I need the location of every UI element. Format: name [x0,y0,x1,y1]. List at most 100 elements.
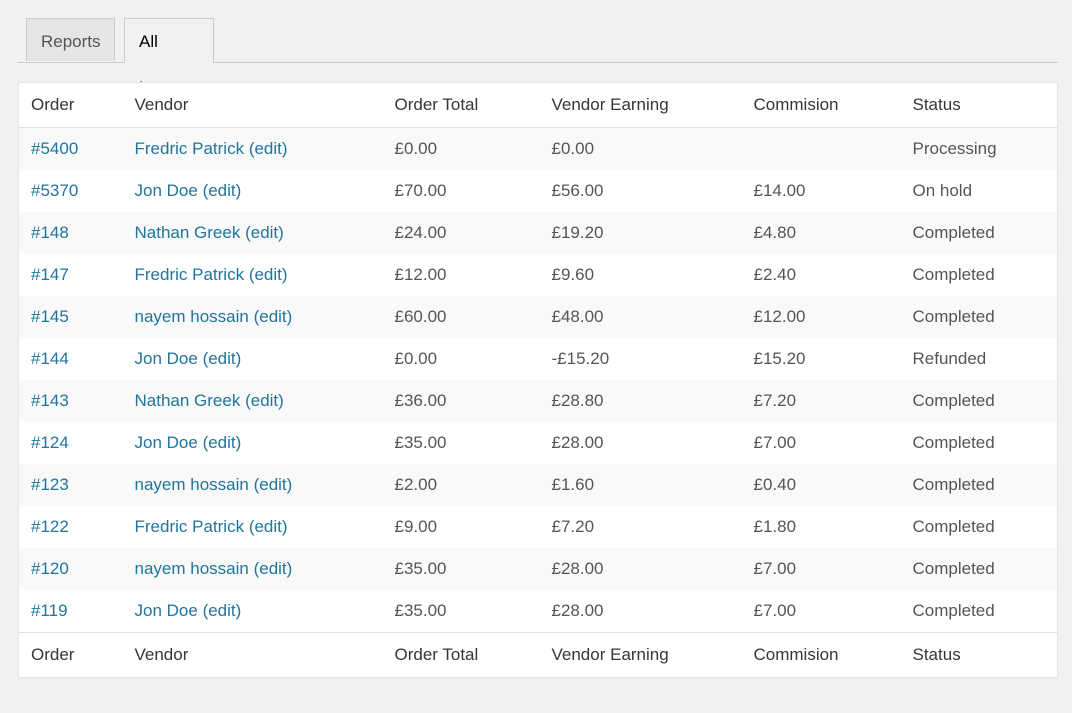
order-link[interactable]: #123 [31,475,69,494]
col-status: Status [900,632,1058,678]
edit-vendor-link[interactable]: (edit) [248,139,288,158]
vendor-link[interactable]: Fredric Patrick [134,139,245,158]
order-link[interactable]: #147 [31,265,69,284]
commission: £2.40 [753,265,797,284]
col-status: Status [900,82,1058,128]
col-commission: Commision [741,632,901,678]
table-row: #143 Nathan Greek (edit) £36.00 £28.80 £7.20… [18,380,1058,422]
order-link[interactable]: #144 [31,349,69,368]
order-total: £35.00 [394,601,447,620]
vendor-earning: £48.00 [551,307,604,326]
status: Completed [912,517,995,536]
table-row: #5400 Fredric Patrick (edit) £0.00 £0.00 Pro… [18,127,1058,171]
order-total: £60.00 [394,307,447,326]
order-total: £0.00 [394,139,438,158]
col-order: Order [18,82,123,128]
table-row: #124 Jon Doe (edit) £35.00 £28.00 £7.00 Compl… [19,422,1058,464]
edit-vendor-link[interactable]: (edit) [253,475,293,494]
vendor-earning: £28.00 [551,433,604,452]
commission: £7.20 [753,391,797,410]
status: Refunded [912,349,987,368]
col-order: Order [18,632,123,678]
status: Completed [912,475,995,494]
status: Completed [912,265,995,284]
footer-row: Order Vendor Order Total Vendor Earning … [18,632,1058,678]
vendor-earning: £28.80 [551,391,604,410]
table-row: #119 Jon Doe (edit) £35.00 £28.00 £7.00 Compl… [19,590,1058,633]
tab-bar: Reports All Logs [18,18,1058,97]
order-link[interactable]: #120 [31,559,69,578]
commission: £4.80 [753,223,797,242]
header-row: Order Vendor Order Total Vendor Earning … [18,82,1058,128]
commission: £15.20 [753,349,806,368]
edit-vendor-link[interactable]: (edit) [253,559,293,578]
vendor-earning: £9.60 [551,265,595,284]
col-commission: Commision [741,82,901,128]
table-row: #123 nayem hossain (edit) £2.00 £1.60 £0.40 C… [18,464,1058,506]
commission: £7.00 [753,559,797,578]
tab-reports[interactable]: Reports [26,18,115,61]
vendor-link[interactable]: nayem hossain [134,475,249,494]
vendor-earning: £28.00 [551,559,604,578]
order-link[interactable]: #5370 [31,181,79,200]
vendor-link[interactable]: Jon Doe [134,601,198,620]
table-row: #144 Jon Doe (edit) £0.00 -£15.20 £15.20 Refu… [19,338,1058,380]
order-link[interactable]: #5400 [31,139,79,158]
order-link[interactable]: #148 [31,223,69,242]
vendor-earning: £56.00 [551,181,604,200]
status: Completed [912,223,995,242]
status: Completed [912,601,995,620]
order-link[interactable]: #143 [31,391,69,410]
commission [742,128,901,171]
vendor-earning: £0.00 [551,139,595,158]
commission: £7.00 [753,601,797,620]
vendor-link[interactable]: Jon Doe [134,433,198,452]
status: On hold [912,181,973,200]
edit-vendor-link[interactable]: (edit) [248,517,288,536]
vendor-link[interactable]: Nathan Greek [134,223,241,242]
status: Completed [912,433,995,452]
table-row: #5370 Jon Doe (edit) £70.00 £56.00 £14.00 On … [19,170,1058,212]
table-row: #122 Fredric Patrick (edit) £9.00 £7.20 £1.8… [19,506,1058,548]
vendor-link[interactable]: Fredric Patrick [134,517,245,536]
status: Completed [912,391,995,410]
col-vendor: Vendor [122,632,383,678]
vendor-earning: -£15.20 [551,349,610,368]
order-link[interactable]: #124 [31,433,69,452]
vendor-link[interactable]: nayem hossain [134,559,249,578]
edit-vendor-link[interactable]: (edit) [245,223,284,242]
order-total: £70.00 [394,181,447,200]
tab-all-logs[interactable]: All Logs [124,18,214,97]
vendor-link[interactable]: nayem hossain [134,307,249,326]
col-vendor-earning: Vendor Earning [539,632,742,678]
edit-vendor-link[interactable]: (edit) [202,181,242,200]
order-total: £12.00 [394,265,447,284]
col-order-total: Order Total [382,82,540,128]
status: Processing [912,139,997,158]
commission: £7.00 [753,433,797,452]
order-total: £9.00 [394,517,438,536]
commission: £14.00 [753,181,806,200]
order-total: £35.00 [394,433,447,452]
edit-vendor-link[interactable]: (edit) [248,265,288,284]
commission: £1.80 [753,517,797,536]
vendor-earning: £19.20 [551,223,604,242]
vendor-link[interactable]: Nathan Greek [134,391,241,410]
edit-vendor-link[interactable]: (edit) [202,349,242,368]
table-row: #120 nayem hossain (edit) £35.00 £28.00 £7.0… [18,548,1058,590]
edit-vendor-link[interactable]: (edit) [202,601,242,620]
order-link[interactable]: #145 [31,307,69,326]
order-link[interactable]: #122 [31,517,69,536]
col-vendor-earning: Vendor Earning [539,82,742,128]
vendor-link[interactable]: Fredric Patrick [134,265,245,284]
order-link[interactable]: #119 [31,601,68,620]
vendor-link[interactable]: Jon Doe [134,181,198,200]
col-order-total: Order Total [382,632,540,678]
edit-vendor-link[interactable]: (edit) [202,433,242,452]
table-row: #145 nayem hossain (edit) £60.00 £48.00 £12.… [18,296,1058,338]
commission: £0.40 [753,475,797,494]
edit-vendor-link[interactable]: (edit) [253,307,293,326]
vendor-link[interactable]: Jon Doe [134,349,198,368]
order-total: £0.00 [394,349,438,368]
edit-vendor-link[interactable]: (edit) [245,391,284,410]
